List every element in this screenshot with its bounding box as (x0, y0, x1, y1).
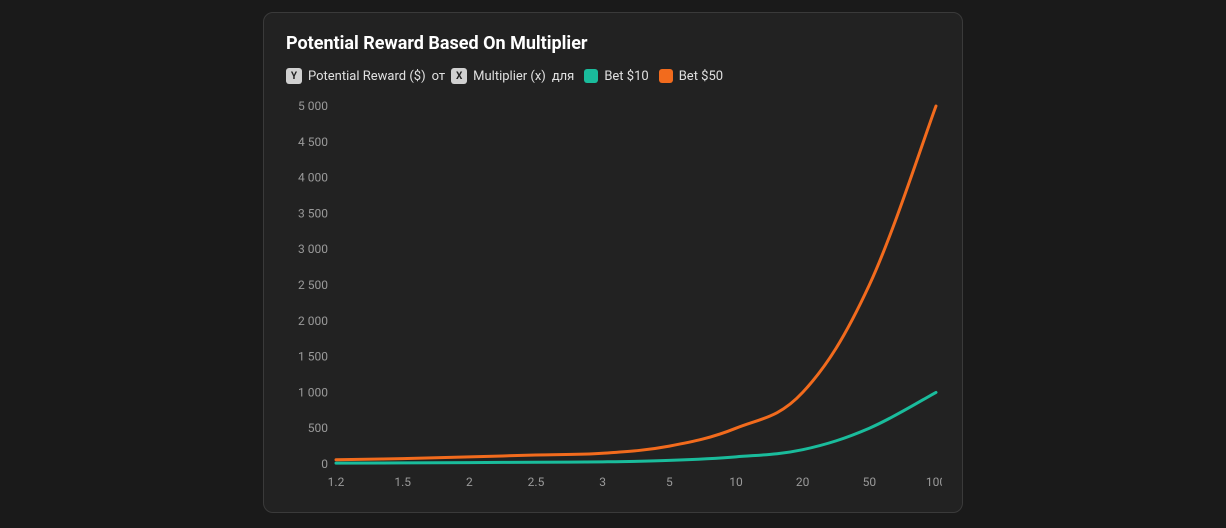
line-chart-svg: 0 500 1 000 1 500 2 000 2 500 3 000 3 500 4 000 4… (286, 98, 942, 494)
x-tick-label: 20 (796, 475, 810, 489)
y-axis-badge: Y (286, 68, 302, 84)
legend-swatch-series2 (659, 69, 673, 83)
x-tick-label: 3 (599, 475, 606, 489)
y-tick-label: 2 500 (298, 278, 328, 292)
x-tick-label: 2.5 (528, 475, 545, 489)
x-axis-badge: X (451, 68, 467, 84)
x-tick-label: 2 (466, 475, 473, 489)
x-tick-label: 50 (863, 475, 877, 489)
y-axis-name: Potential Reward ($) (308, 69, 426, 84)
legend-series1-label: Bet $10 (604, 69, 648, 84)
y-tick-label: 500 (308, 421, 328, 435)
x-tick-label: 1.5 (394, 475, 411, 489)
y-tick-label: 4 000 (298, 171, 328, 185)
x-tick-label: 10 (729, 475, 743, 489)
x-tick-label: 5 (666, 475, 673, 489)
y-tick-label: 4 500 (298, 135, 328, 149)
y-tick-label: 3 000 (298, 242, 328, 256)
x-tick-label: 100 (926, 475, 942, 489)
y-tick-label: 2 000 (298, 314, 328, 328)
y-tick-label: 3 500 (298, 206, 328, 220)
legend-conj-2: для (552, 69, 575, 84)
series-line-2 (336, 106, 936, 460)
chart-plot-area: 0 500 1 000 1 500 2 000 2 500 3 000 3 500 4 000 4… (286, 98, 940, 494)
y-tick-label: 5 000 (298, 99, 328, 113)
chart-legend: Y Potential Reward ($) от X Multiplier (… (286, 68, 940, 84)
y-tick-label: 1 500 (298, 350, 328, 364)
chart-card: Potential Reward Based On Multiplier Y P… (263, 12, 963, 513)
legend-conj-1: от (432, 69, 446, 84)
x-tick-label: 1.2 (328, 475, 345, 489)
legend-swatch-series1 (584, 69, 598, 83)
series-line-1 (336, 392, 936, 463)
y-tick-label: 1 000 (298, 385, 328, 399)
legend-series2-label: Bet $50 (679, 69, 723, 84)
y-tick-label: 0 (321, 457, 328, 471)
chart-title: Potential Reward Based On Multiplier (286, 33, 940, 54)
x-axis-name: Multiplier (x) (473, 69, 546, 84)
